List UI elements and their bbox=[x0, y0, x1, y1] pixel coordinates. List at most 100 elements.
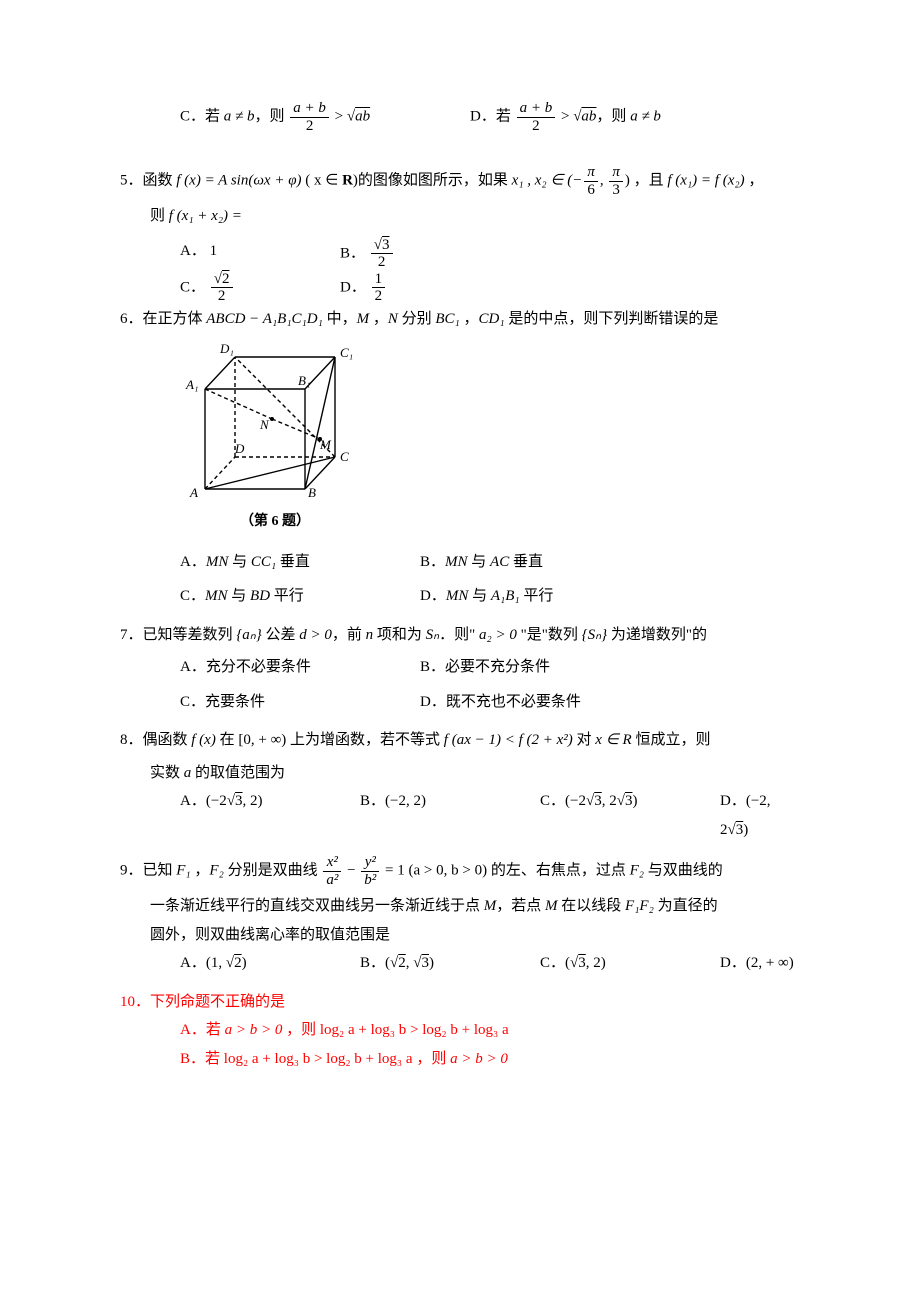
q9-A-r: ) bbox=[242, 955, 247, 971]
svg-text:C₁: C₁ bbox=[340, 345, 353, 360]
q8-A-l: (−2 bbox=[206, 793, 227, 809]
q8-A-s: 3 bbox=[235, 793, 243, 809]
q5-D-num: 1 bbox=[372, 271, 386, 289]
q7-opt-c: C．充要条件 bbox=[180, 688, 420, 717]
q5-opt-c: C． √22 bbox=[180, 271, 340, 305]
q6-A-b: 与 bbox=[228, 554, 251, 570]
q9-B-r: ) bbox=[429, 955, 434, 971]
q8-C-lab: C． bbox=[540, 793, 565, 809]
q9-D-v: (2, + ∞) bbox=[746, 955, 794, 971]
q9-options: A．(1, √2) B．(√2, √3) C．(√3, 2) D．(2, + ∞… bbox=[120, 949, 800, 978]
svg-text:N: N bbox=[259, 417, 270, 432]
q4-options-cd: C．若 a ≠ b，则 a + b2 > √ab D．若 a + b2 > √a… bbox=[120, 100, 800, 134]
q6-BC1: BC₁ bbox=[435, 311, 459, 327]
q9-M: M bbox=[484, 898, 497, 914]
svg-text:B₁: B₁ bbox=[298, 373, 310, 388]
q9-d: 的左、右焦点，过点 bbox=[487, 863, 630, 879]
q9-C-lab: C． bbox=[540, 955, 565, 971]
q9-l2a: 一条渐近线平行的直线交双曲线另一条渐近线于点 bbox=[150, 898, 484, 914]
q9-opt-c: C．(√3, 2) bbox=[540, 949, 720, 978]
q7-a: 7．已知等差数列 bbox=[120, 627, 236, 643]
q10-A-lab: A． bbox=[180, 1022, 206, 1038]
q8-A-r: , 2) bbox=[243, 793, 263, 809]
q9-C-r: , 2) bbox=[586, 955, 606, 971]
q8-A-lab: A． bbox=[180, 793, 206, 809]
q4-c-rel: > bbox=[331, 108, 347, 124]
q5-f: f (x) = A sin(ωx + φ) bbox=[176, 172, 301, 188]
q4-c-cond: a ≠ b bbox=[224, 108, 255, 124]
q10-A-cond: a > b > 0 bbox=[225, 1022, 283, 1038]
q5-opt-d: D． 12 bbox=[340, 271, 500, 305]
q8-b: 在 bbox=[216, 732, 239, 748]
q9-opt-a: A．(1, √2) bbox=[180, 949, 360, 978]
q5-six: 6 bbox=[584, 182, 598, 199]
q7-d: d > 0 bbox=[299, 627, 332, 643]
q8-opt-d: D．(−2, 2√3) bbox=[720, 787, 800, 844]
q6-a: 6．在正方体 bbox=[120, 311, 206, 327]
q8-C-r: ) bbox=[632, 793, 637, 809]
q6-figure: ABCDA₁B₁C₁D₁MN （第 6 题） bbox=[120, 339, 370, 536]
q10-B-lab: B． bbox=[180, 1051, 205, 1067]
q8-C-l: (−2 bbox=[565, 793, 586, 809]
q5-e: ， bbox=[745, 172, 764, 188]
q9-l2d: 为直径的 bbox=[654, 898, 718, 914]
q7-Sn: Sₙ bbox=[426, 627, 439, 643]
q9-c: 分别是双曲线 bbox=[224, 863, 322, 879]
q5-three: 3 bbox=[609, 182, 623, 199]
svg-text:D₁: D₁ bbox=[219, 341, 234, 356]
q4-d-den: 2 bbox=[517, 118, 556, 135]
q9-eq: = 1 (a > 0, b > 0) bbox=[381, 863, 487, 879]
q9-A-l: (1, bbox=[206, 955, 226, 971]
q10-B-a: 若 bbox=[205, 1051, 224, 1067]
q5-R: R bbox=[342, 172, 353, 188]
q6-c: ， bbox=[369, 311, 388, 327]
q9-minus: − bbox=[343, 863, 359, 879]
q6-opt-b: B．MN 与 AC 垂直 bbox=[420, 548, 800, 577]
q9-C-s: 3 bbox=[578, 955, 586, 971]
q4-c-prefix: C．若 bbox=[180, 108, 224, 124]
q8-B-lab: B． bbox=[360, 793, 385, 809]
q6-d: 分别 bbox=[398, 311, 436, 327]
q8-opt-c: C．(−2√3, 2√3) bbox=[540, 787, 720, 844]
q6-stem: 6．在正方体 ABCD − A₁B₁C₁D₁ 中，M ，N 分别 BC₁ ，CD… bbox=[120, 305, 800, 334]
q8-line2: 实数 a 的取值范围为 bbox=[120, 759, 800, 788]
q6-C-lab: C． bbox=[180, 588, 205, 604]
q9-xd: a² bbox=[323, 872, 341, 889]
q6-B-a: MN bbox=[445, 554, 468, 570]
q6-A-c: CC₁ bbox=[251, 554, 276, 570]
q10-opt-a: A．若 a > b > 0 ，则 log₂ a + log₃ b > log₂ … bbox=[120, 1016, 800, 1045]
q8-a: 8．偶函数 bbox=[120, 732, 191, 748]
q6-C-b: 与 bbox=[228, 588, 251, 604]
q9-line3: 圆外，则双曲线离心率的取值范围是 bbox=[120, 921, 800, 950]
q5-eq: f (x₁) = f (x₂) bbox=[667, 172, 744, 188]
q5-c: )的图像如图所示，如果 bbox=[353, 172, 512, 188]
q4-d-rhs: ab bbox=[581, 108, 596, 124]
q5-xs: x₁ , x₂ ∈ (− bbox=[512, 172, 583, 188]
q5-pi1: π bbox=[584, 164, 598, 182]
q7-opt-b: B．必要不充分条件 bbox=[420, 653, 800, 682]
q5-opt-a: A． 1 bbox=[180, 237, 340, 271]
q6-B-d: 垂直 bbox=[509, 554, 543, 570]
q4-d-cond: a ≠ b bbox=[630, 108, 661, 124]
q7-opt-a: A．充分不必要条件 bbox=[180, 653, 420, 682]
q7-dd: 项和为 bbox=[373, 627, 426, 643]
q4-d-rel: > bbox=[557, 108, 573, 124]
q9-xn: x² bbox=[323, 854, 341, 872]
q10-A-a: 若 bbox=[206, 1022, 225, 1038]
q6-D-d: 平行 bbox=[520, 588, 554, 604]
q6-e: ， bbox=[460, 311, 479, 327]
q10-B-res: a > b > 0 bbox=[450, 1051, 508, 1067]
q7-a2: a₂ > 0 bbox=[479, 627, 517, 643]
q6-opt-c: C．MN 与 BD 平行 bbox=[180, 582, 420, 611]
q6-b: 中， bbox=[323, 311, 357, 327]
q5-B-den: 2 bbox=[371, 254, 393, 271]
q9-B-s2: 3 bbox=[421, 955, 429, 971]
q9-stem: 9．已知 F₁ ，F₂ 分别是双曲线 x²a² − y²b² = 1 (a > … bbox=[120, 854, 800, 888]
q7-c: ，前 bbox=[332, 627, 366, 643]
cube-diagram: ABCDA₁B₁C₁D₁MN bbox=[180, 339, 370, 509]
q7-b: 公差 bbox=[262, 627, 300, 643]
q9-D-lab: D． bbox=[720, 955, 746, 971]
q7-g: 为递增数列"的 bbox=[607, 627, 707, 643]
svg-text:D: D bbox=[234, 441, 245, 456]
q7-options: A．充分不必要条件 B．必要不充分条件 C．充要条件 D．既不充也不必要条件 bbox=[120, 653, 800, 716]
